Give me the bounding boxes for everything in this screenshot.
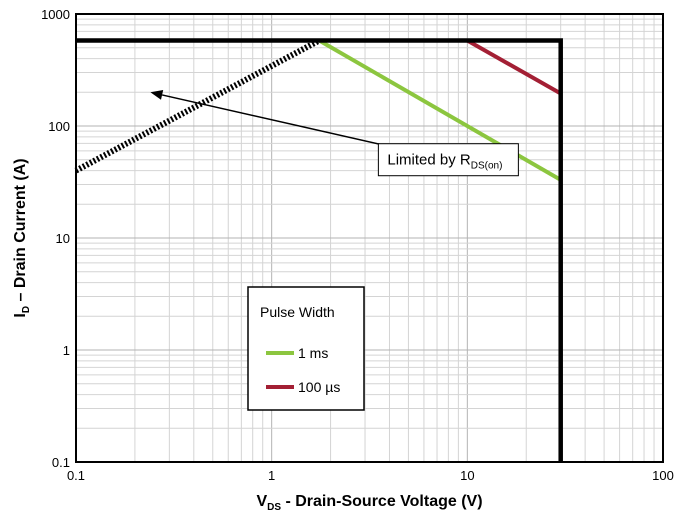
series-layer (74, 37, 563, 462)
y-axis-label-main: I (12, 313, 29, 317)
x-tick-label: 100 (652, 468, 674, 483)
soa-boundary-line (76, 38, 563, 462)
legend-label-100us: 100 µs (298, 379, 340, 395)
tick-labels: 0.1 1 10 100 0.1 1 10 100 1000 (41, 7, 674, 483)
y-tick-label: 10 (56, 231, 70, 246)
y-axis-label-sub: D (21, 306, 32, 313)
legend-label-1ms: 1 ms (298, 345, 328, 361)
annotation-text-main: Limited by R (387, 152, 471, 169)
y-tick-label: 1 (63, 343, 70, 358)
grid-lines (75, 14, 663, 463)
legend-title: Pulse Width (260, 304, 335, 320)
x-tick-label: 1 (268, 468, 275, 483)
y-axis-label: ID – Drain Current (A) (12, 158, 32, 317)
series-100-s (466, 38, 562, 96)
annotation-text-sub: DS(on) (471, 161, 503, 172)
series-1-ms (318, 38, 562, 182)
y-tick-label: 1000 (41, 7, 70, 22)
plot-frame (75, 13, 664, 463)
legend-box (247, 286, 365, 411)
annotation-arrowhead (150, 90, 164, 100)
rdson-annotation: Limited by RDS(on) (150, 90, 519, 177)
y-tick-label: 100 (48, 119, 70, 134)
x-axis-label-main: V (256, 493, 267, 510)
rdson-limit-line (74, 37, 321, 174)
annotation-arrow (161, 94, 387, 147)
x-tick-label: 0.1 (67, 468, 85, 483)
y-axis-label-rest: – Drain Current (A) (12, 158, 29, 306)
annotation-box (377, 143, 519, 177)
legend: Pulse Width 1 ms 100 µs (247, 286, 365, 411)
x-axis-label: VDS - Drain-Source Voltage (V) (256, 493, 482, 513)
x-axis-label-rest: - Drain-Source Voltage (V) (281, 493, 483, 510)
x-axis-label-sub: DS (267, 502, 281, 513)
y-tick-label: 0.1 (52, 455, 70, 470)
annotation-text: Limited by RDS(on) (387, 152, 502, 172)
x-tick-label: 10 (460, 468, 474, 483)
